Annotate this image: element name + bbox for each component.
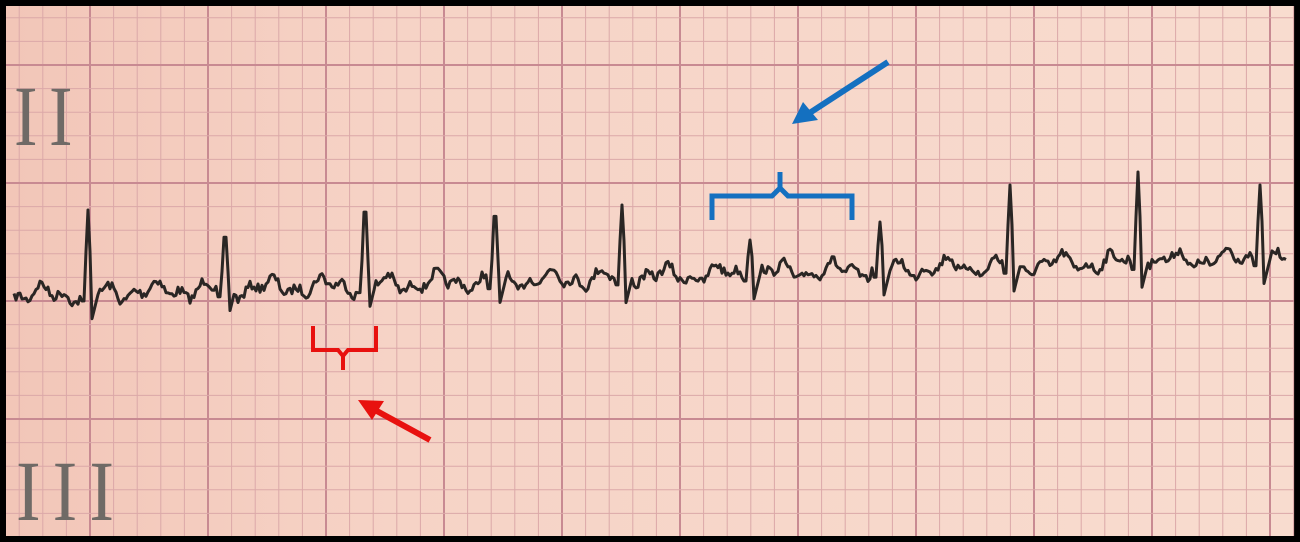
lead-label: II xyxy=(14,68,84,164)
ecg-strip: II III xyxy=(0,0,1300,542)
page: II III (() => { const data = JSON.parse(… xyxy=(0,0,1300,542)
lead-label: III xyxy=(16,443,126,539)
